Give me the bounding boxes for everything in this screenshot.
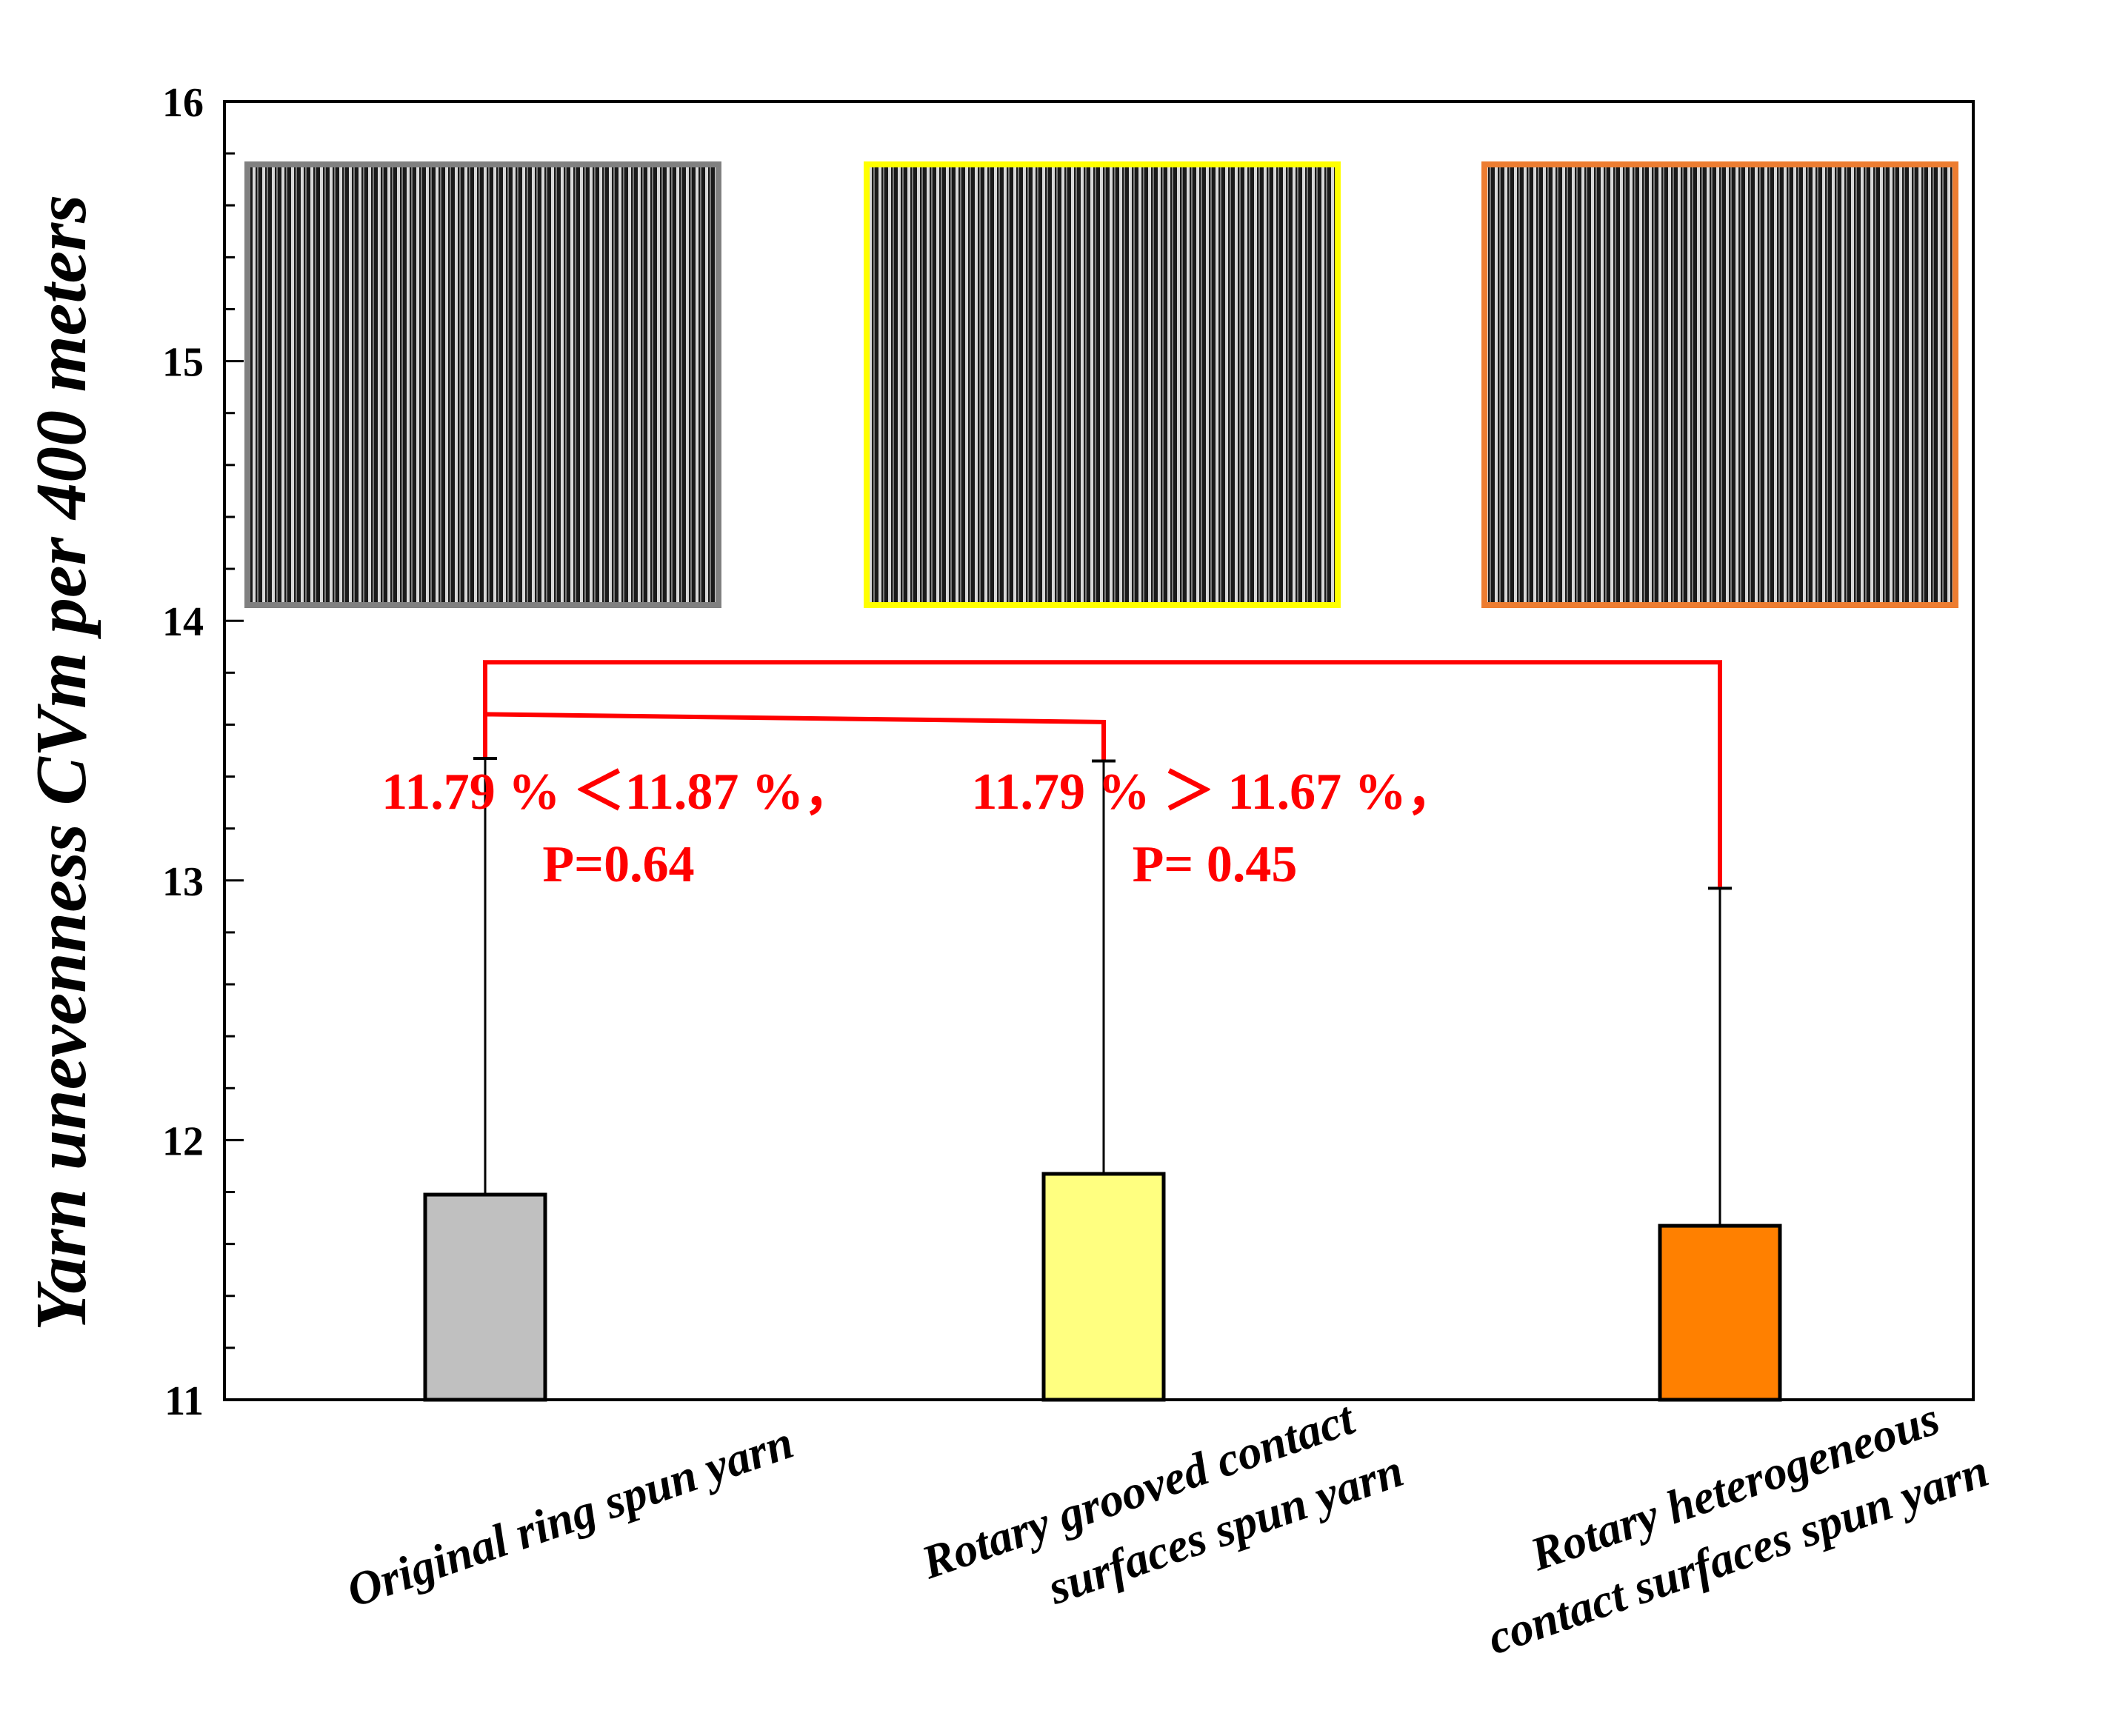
yarn-surface-images xyxy=(244,161,1958,608)
yarn-surface-image xyxy=(864,161,1341,608)
x-tick-label: Original ring spun yarn xyxy=(340,1415,799,1618)
comparison-annotation: P=0.64 xyxy=(542,836,694,893)
y-tick-label: 13 xyxy=(162,859,204,905)
bars xyxy=(423,1172,1782,1402)
y-tick-label: 15 xyxy=(162,340,204,386)
bar xyxy=(423,1192,547,1402)
error-bars xyxy=(473,757,1732,1226)
y-axis-label: Yarn unevenness CVm per 400 meters xyxy=(21,195,101,1332)
y-tick-label: 14 xyxy=(162,599,204,645)
comparison-annotation: 11.79 % ＞ 11.67 %， xyxy=(971,764,1458,821)
x-tick-label: Rotary grooved contactsurfaces spun yarn xyxy=(915,1382,1410,1651)
yarn-surface-image xyxy=(1481,161,1958,608)
yarn-surface-image xyxy=(244,161,721,608)
y-tick-label: 12 xyxy=(162,1118,204,1164)
comparison-annotation: P= 0.45 xyxy=(1133,836,1298,893)
bar xyxy=(1658,1223,1782,1402)
comparison-bracket xyxy=(483,712,1106,760)
comparison-bracket xyxy=(483,660,1722,887)
y-tick-label: 11 xyxy=(164,1378,204,1424)
x-tick-label: Rotary heterogeneouscontact surfaces spu… xyxy=(1460,1382,1995,1664)
bar xyxy=(1041,1172,1166,1402)
comparison-annotation: 11.79 % ＜11.87 %， xyxy=(381,764,856,821)
plot-frame xyxy=(223,100,1975,1401)
comparison-brackets: 11.79 % ＜11.87 %， P=0.64 11.79 % ＞ 11.67 %… xyxy=(381,660,1722,893)
y-tick-label: 16 xyxy=(162,80,204,126)
